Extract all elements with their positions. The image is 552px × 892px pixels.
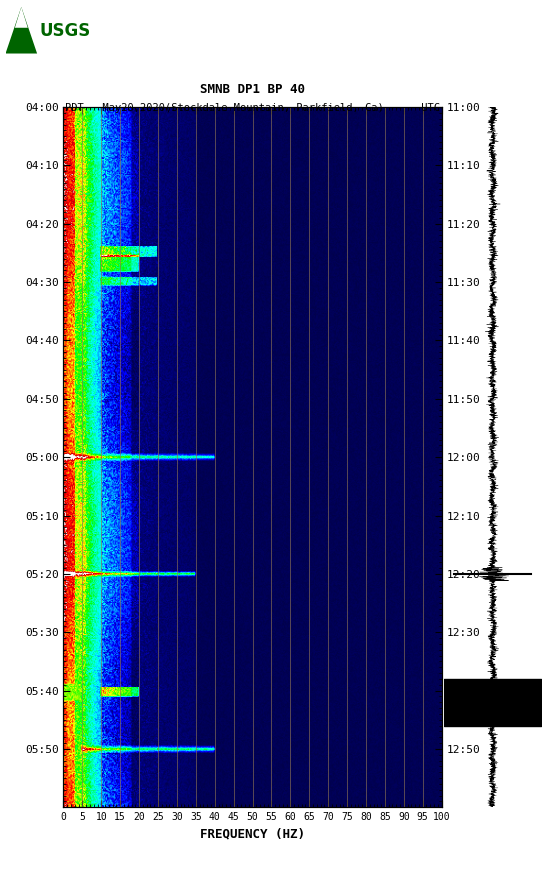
Polygon shape [6, 7, 37, 54]
Text: SMNB DP1 BP 40: SMNB DP1 BP 40 [200, 83, 305, 96]
Text: PDT   May20,2020(Stockdale Mountain, Parkfield, Ca)      UTC: PDT May20,2020(Stockdale Mountain, Parkf… [65, 103, 440, 113]
X-axis label: FREQUENCY (HZ): FREQUENCY (HZ) [200, 828, 305, 840]
Polygon shape [15, 7, 28, 28]
Text: USGS: USGS [40, 22, 91, 40]
